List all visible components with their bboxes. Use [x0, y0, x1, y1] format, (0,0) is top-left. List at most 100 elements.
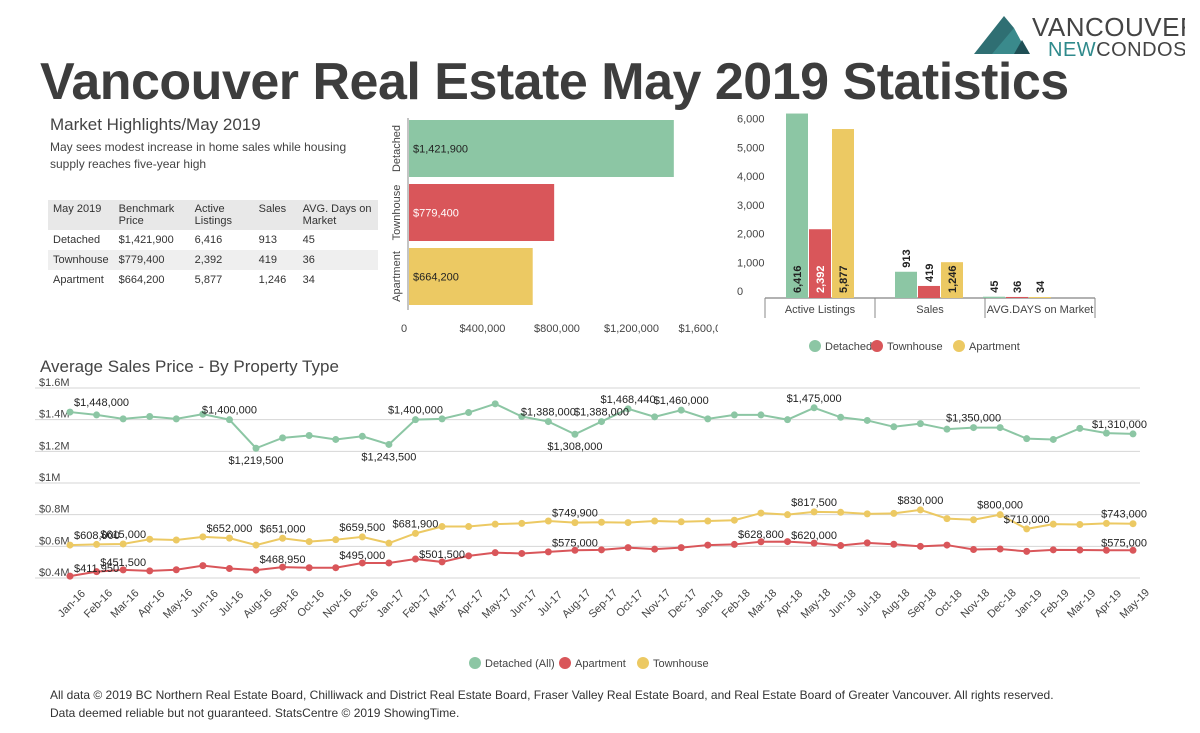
data-point	[651, 545, 659, 553]
inventory-chart: 0 1,000 2,000 3,000 4,000 5,000 6,000 6,416 2,39…	[737, 114, 1096, 353]
tick-label: Jun-18	[826, 588, 858, 620]
table-cell: 6,416	[194, 234, 223, 246]
data-point	[943, 515, 951, 523]
data-label: $817,500	[791, 497, 837, 509]
data-point	[385, 440, 393, 448]
tick-label: Nov-18	[959, 587, 993, 621]
table-cell: $664,200	[118, 274, 165, 286]
tick-label: 1,000	[737, 257, 765, 269]
data-point	[757, 538, 765, 546]
data-point	[970, 546, 978, 553]
data-label: $501,500	[419, 549, 465, 561]
table-row: Apartment $664,200 5,877 1,246 34	[48, 270, 378, 290]
data-point	[730, 411, 738, 419]
data-label: 419	[924, 264, 936, 282]
data-point	[252, 541, 260, 549]
data-point	[385, 539, 393, 547]
bar	[1006, 296, 1028, 298]
data-point	[146, 535, 154, 543]
tick-label: 6,000	[737, 114, 765, 126]
data-label: 6,416	[792, 265, 804, 293]
data-label: $1,310,000	[1092, 419, 1147, 431]
data-point	[332, 536, 340, 544]
data-point	[199, 562, 207, 570]
bar	[895, 271, 917, 298]
data-label: $575,000	[552, 537, 598, 549]
legend-swatch	[559, 657, 571, 669]
data-point	[225, 565, 233, 572]
tick-label: Oct-17	[614, 588, 646, 620]
table-cell: Townhouse	[48, 250, 114, 270]
tick-label: Jan-16	[56, 588, 88, 620]
data-point	[465, 523, 473, 531]
category-label: Detached	[391, 125, 403, 172]
data-point	[1023, 435, 1031, 443]
data-point	[358, 533, 366, 541]
tick-label: 0	[401, 323, 407, 335]
legend-label: Townhouse	[653, 658, 709, 670]
table-cell: $1,421,900	[118, 234, 174, 246]
data-label: 913	[901, 249, 913, 267]
data-point	[491, 549, 499, 557]
tick-label: $400,000	[460, 323, 506, 335]
data-point	[119, 566, 127, 574]
data-label: $1,350,000	[946, 413, 1001, 425]
tick-label: $0.6M	[39, 535, 70, 547]
category-label: Sales	[916, 304, 944, 316]
data-label: 1,246	[947, 265, 959, 293]
data-point	[544, 517, 552, 525]
data-point	[1049, 546, 1057, 554]
data-label: $575,000	[1101, 537, 1147, 549]
data-point	[1102, 519, 1110, 527]
tick-label: Jan-19	[1012, 588, 1044, 620]
data-point	[1129, 546, 1137, 554]
tick-label: 0	[737, 286, 743, 298]
data-point	[1049, 520, 1057, 528]
data-point	[837, 542, 845, 550]
data-label: $468,950	[260, 554, 306, 566]
data-point	[66, 572, 74, 580]
data-point	[730, 516, 738, 524]
data-label: $1,475,000	[787, 393, 842, 405]
tick-label: Nov-16	[321, 587, 355, 621]
logo-text-new: NEW	[1048, 39, 1096, 60]
highlights-title: Market Highlights/May 2019	[50, 115, 261, 134]
tick-label: Jan-17	[375, 588, 407, 620]
data-point	[119, 415, 127, 423]
table-cell: 913	[258, 234, 278, 246]
tick-label: May-18	[799, 587, 833, 621]
data-point	[1076, 424, 1084, 432]
data-point	[1129, 430, 1137, 438]
tick-label: Mar-18	[746, 587, 779, 620]
legend-label: Detached (All)	[485, 658, 555, 670]
data-label: $1,468,440	[601, 394, 656, 406]
data-point	[544, 548, 552, 556]
tick-label: $1.2M	[39, 440, 70, 452]
data-point	[93, 568, 101, 576]
data-point	[279, 563, 287, 571]
bar	[941, 262, 963, 298]
tick-label: May-19	[1118, 587, 1152, 621]
tick-label: May-17	[480, 587, 514, 621]
tick-label: Dec-16	[347, 587, 381, 621]
data-point	[704, 517, 712, 525]
data-point	[93, 411, 101, 419]
data-point	[305, 432, 313, 439]
data-point	[598, 418, 605, 426]
data-label: $620,000	[791, 530, 837, 542]
tick-label: 2,000	[737, 229, 765, 241]
data-label: $1,219,500	[228, 455, 283, 467]
category-label: Active Listings	[785, 304, 856, 316]
data-point	[252, 444, 260, 452]
data-point	[279, 534, 287, 542]
data-point	[411, 416, 419, 424]
data-point	[863, 416, 871, 424]
tick-label: $1.6M	[39, 377, 70, 389]
bar	[918, 285, 940, 298]
table-cell: 45	[302, 234, 315, 246]
data-point	[305, 538, 313, 546]
tick-label: Oct-18	[933, 588, 965, 620]
legend-swatch	[953, 340, 965, 352]
bar	[832, 129, 854, 298]
data-point	[518, 549, 526, 557]
